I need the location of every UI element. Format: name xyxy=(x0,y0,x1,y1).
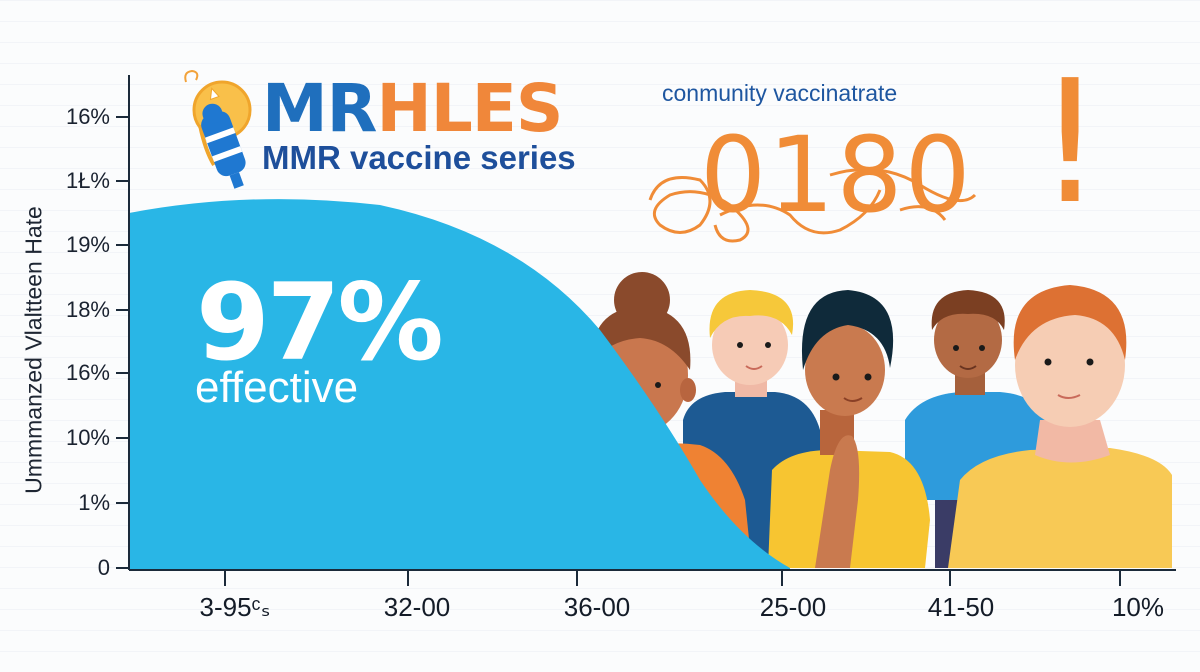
x-ticks xyxy=(224,570,1121,586)
exclamation-mark: ! xyxy=(1036,44,1105,242)
y-tick-label: 19% xyxy=(65,232,110,257)
x-tick-label: 41-50 xyxy=(927,592,995,622)
x-tick-label: 32-00 xyxy=(383,592,451,622)
community-value: 0180 xyxy=(700,114,973,236)
x-tick-label: 10% xyxy=(1111,592,1165,622)
y-tick-label: 1Ł% xyxy=(65,168,110,193)
y-tick-label: 1% xyxy=(78,490,110,515)
effectiveness-value: 97% xyxy=(196,261,444,384)
vaccine-vial-bulb-icon xyxy=(184,69,252,189)
y-tick-label: 16% xyxy=(65,104,110,129)
effectiveness-label: effective xyxy=(195,363,359,412)
x-tick-label: 25-00 xyxy=(759,592,827,622)
y-tick-label: 18% xyxy=(65,297,110,322)
brand-subtitle: MMR vaccine series xyxy=(262,139,576,176)
decorative-swirl xyxy=(648,167,977,243)
brand-title-part2: HLES xyxy=(376,70,564,147)
y-ticks xyxy=(116,116,129,569)
brand-title: MRHLES xyxy=(262,74,563,144)
child-3 xyxy=(768,290,930,568)
community-label: conmunity vaccinatrate xyxy=(662,80,898,106)
effectiveness-area xyxy=(129,199,790,570)
x-tick-label: 3-95ᶜₛ xyxy=(199,592,271,622)
y-axis-title: Ummmanzed Vlaltteen Hate xyxy=(20,206,47,494)
y-tick-label: 16% xyxy=(65,360,110,385)
y-tick-label: 10% xyxy=(65,425,110,450)
y-tick-label: 0 xyxy=(97,555,110,580)
brand-title-part1: MR xyxy=(262,70,377,147)
x-tick-label: 36-00 xyxy=(563,592,631,622)
child-5 xyxy=(948,285,1172,568)
